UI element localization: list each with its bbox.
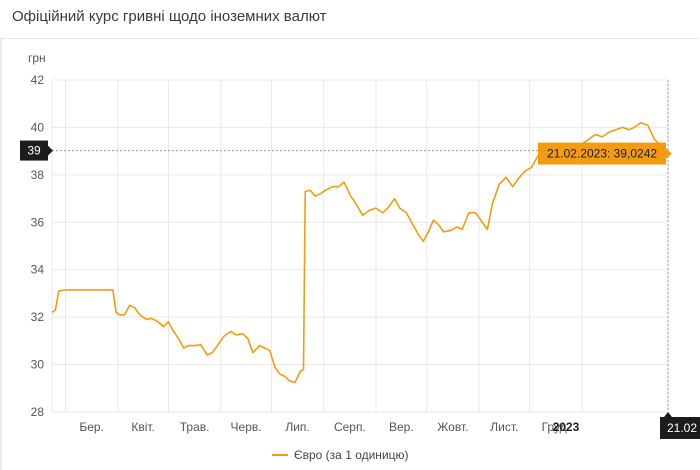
y-tick-label: 28 — [31, 405, 45, 419]
x-axis-ticks: Бер. Квіт. Трав. Черв. Лип. Серп. Вер. Жовт. Лис… — [79, 420, 579, 434]
y-tick-label: 42 — [31, 73, 45, 87]
grid — [51, 79, 669, 413]
x-tick-label: Лип. — [285, 420, 309, 434]
x-tick-label: Бер. — [79, 420, 104, 434]
y-tick-label: 38 — [31, 168, 45, 182]
y-axis-ticks: 28 30 32 34 36 38 40 42 — [31, 73, 45, 419]
x-tick-label: Вер. — [389, 420, 414, 434]
x-tick-label: Лист. — [490, 420, 518, 434]
left-border — [0, 0, 2, 470]
x-tick-label: Черв. — [231, 420, 262, 434]
x-tick-label: Квіт. — [131, 420, 155, 434]
tooltip-box — [538, 142, 666, 165]
legend[interactable]: Євро (за 1 одиницю) — [272, 448, 409, 462]
y-tick-label: 30 — [31, 358, 45, 372]
y-crosshair-label: 39 — [27, 144, 41, 158]
x-tick-label: Трав. — [180, 420, 210, 434]
crosshair-badges: 39 21.02 21.02.2023: 39,0242 — [20, 140, 700, 439]
x-tick-label: Серп. — [334, 420, 366, 434]
y-crosshair-badge-pointer — [48, 145, 53, 156]
y-tick-label: 40 — [31, 120, 45, 134]
x-tick-label: Жовт. — [437, 420, 468, 434]
y-crosshair-badge — [20, 140, 48, 161]
x-crosshair-badge — [660, 417, 700, 439]
legend-label: Євро (за 1 одиницю) — [294, 448, 409, 462]
x-tick-label: 2023 — [553, 420, 580, 434]
y-tick-label: 34 — [31, 263, 45, 277]
y-axis-unit-label: грн — [28, 51, 46, 65]
x-tick-label: Груд. — [542, 420, 570, 434]
y-tick-label: 36 — [31, 215, 45, 229]
chart-title: Офіційний курс гривні щодо іноземних вал… — [12, 8, 327, 25]
x-crosshair-badge-pointer — [664, 412, 672, 417]
widget-header: Офіційний курс гривні щодо іноземних вал… — [0, 0, 698, 39]
tooltip-pointer — [666, 148, 672, 159]
tooltip-text: 21.02.2023: 39,0242 — [547, 147, 657, 161]
legend-item[interactable]: Євро (за 1 одиницю) — [272, 448, 409, 462]
y-tick-label: 32 — [31, 310, 45, 324]
crosshair — [52, 80, 669, 412]
x-crosshair-label: 21.02 — [667, 421, 697, 435]
